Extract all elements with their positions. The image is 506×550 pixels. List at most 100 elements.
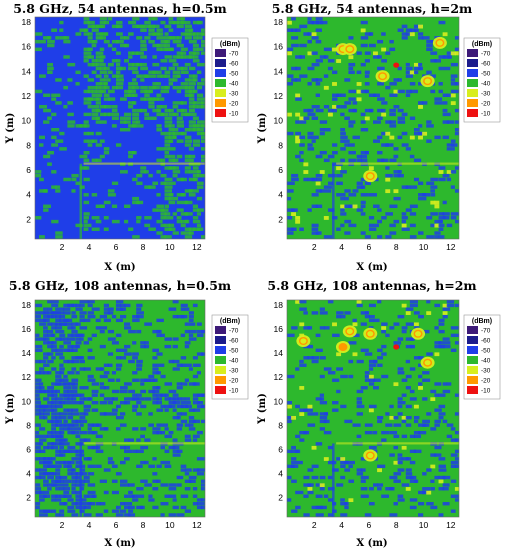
field-patch (79, 154, 88, 159)
field-patch (184, 341, 191, 345)
field-patch (156, 74, 163, 78)
field-patch (340, 212, 347, 216)
field-patch (164, 177, 173, 182)
field-patch (438, 219, 444, 224)
field-patch (91, 393, 98, 397)
field-patch (200, 43, 205, 48)
field-patch (295, 135, 301, 140)
field-patch (381, 32, 386, 36)
field-patch (377, 108, 383, 113)
field-patch (336, 389, 341, 394)
field-patch (43, 189, 48, 193)
field-patch (152, 505, 159, 510)
field-patch (200, 78, 205, 82)
field-patch (172, 231, 179, 235)
field-patch (397, 108, 404, 113)
field-patch (164, 464, 172, 468)
field-patch (184, 135, 192, 140)
field-patch (184, 158, 189, 163)
field-patch (184, 329, 190, 334)
field-patch (87, 314, 96, 319)
field-patch (184, 32, 192, 36)
field-patch (160, 43, 166, 48)
field-patch (413, 62, 419, 67)
field-patch (348, 374, 354, 379)
field-patch (430, 185, 438, 189)
field-patch (35, 412, 42, 416)
field-patch (418, 356, 424, 360)
field-patch (405, 386, 411, 390)
field-patch (35, 408, 41, 412)
field-patch (307, 135, 312, 140)
x-tick-label: 6 (367, 520, 372, 530)
field-patch (47, 393, 55, 397)
field-patch (160, 430, 166, 435)
field-patch (63, 36, 70, 40)
field-patch (373, 93, 380, 97)
hotspot (367, 331, 374, 337)
field-patch (180, 112, 189, 117)
field-patch (315, 82, 321, 86)
field-patch (51, 509, 57, 513)
x-tick-label: 8 (394, 520, 399, 530)
field-patch (323, 326, 330, 330)
field-patch (75, 393, 82, 397)
field-patch (63, 341, 72, 345)
field-patch (128, 89, 137, 94)
field-patch (373, 51, 378, 56)
field-patch (164, 108, 171, 113)
field-patch (55, 494, 61, 498)
field-patch (385, 177, 391, 182)
field-patch (103, 39, 110, 44)
field-patch (99, 386, 106, 390)
field-patch (63, 322, 68, 326)
field-patch (438, 329, 445, 334)
field-patch (450, 453, 458, 457)
field-patch (180, 401, 185, 405)
field-patch (83, 212, 90, 216)
field-patch (43, 36, 50, 40)
field-patch (87, 374, 94, 379)
field-patch (43, 397, 50, 401)
field-patch (200, 131, 205, 136)
field-patch (348, 359, 354, 364)
y-axis-label: Y (m) (5, 393, 16, 425)
field-patch (340, 460, 349, 465)
field-patch (59, 423, 67, 427)
field-patch (35, 389, 43, 394)
field-patch (115, 85, 124, 90)
field-patch (287, 475, 292, 480)
field-patch (47, 162, 52, 166)
field-patch (59, 367, 65, 371)
field-patch (39, 415, 45, 420)
field-patch (422, 196, 427, 201)
field-patch (315, 108, 324, 113)
field-patch (340, 457, 346, 461)
field-patch (336, 311, 344, 315)
field-patch (160, 85, 169, 90)
field-patch (299, 363, 307, 367)
field-patch (299, 386, 305, 390)
field-patch (307, 20, 314, 25)
field-streak (79, 443, 83, 517)
field-patch (422, 487, 431, 491)
field-patch (144, 438, 151, 442)
field-patch (160, 235, 166, 239)
field-patch (397, 453, 403, 457)
field-patch (438, 415, 444, 420)
field-patch (426, 502, 434, 506)
signal-field (35, 300, 205, 517)
field-patch (340, 223, 345, 228)
field-patch (43, 154, 51, 159)
field-patch (124, 483, 130, 487)
field-patch (291, 66, 298, 71)
field-patch (156, 170, 161, 174)
legend-unit: (dBm) (472, 41, 492, 48)
field-patch (454, 131, 459, 136)
field-patch (79, 185, 85, 189)
field-patch (39, 434, 44, 439)
field-patch (168, 36, 175, 40)
field-patch (188, 337, 197, 341)
field-patch (418, 513, 424, 517)
field-patch (51, 128, 60, 132)
